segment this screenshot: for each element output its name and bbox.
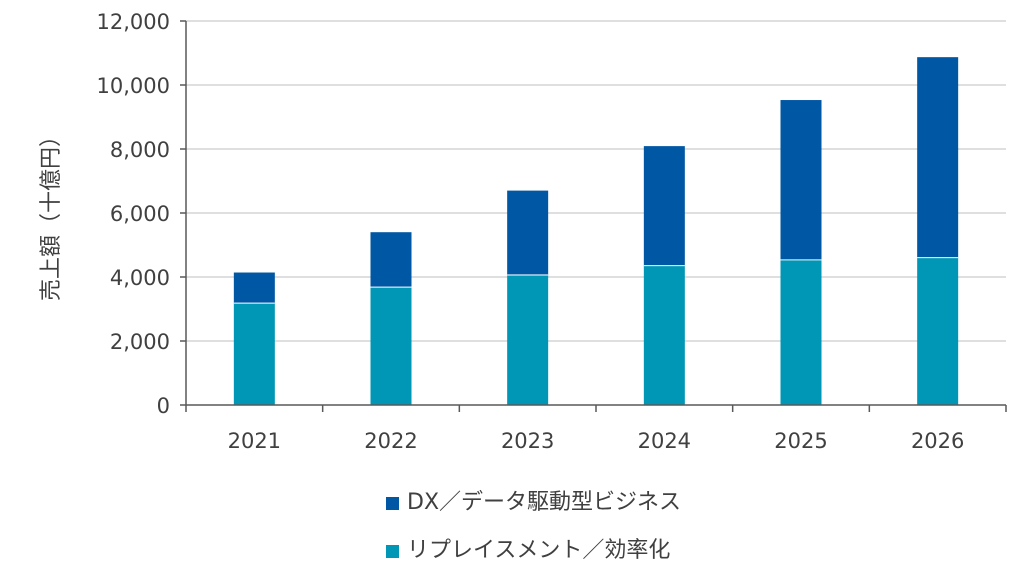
x-tick-label: 2025: [774, 429, 827, 453]
y-tick-label: 2,000: [110, 330, 170, 354]
axes: [180, 20, 1007, 412]
bar-replacement-segment: [917, 257, 959, 405]
y-tick-label: 12,000: [97, 10, 170, 34]
bars: [233, 57, 959, 405]
y-axis-label: 売上額（十億円）: [39, 125, 64, 301]
bar-replacement-segment: [780, 259, 822, 405]
y-tick-label: 0: [157, 394, 170, 418]
bar-replacement-segment: [507, 274, 549, 405]
legend-label: リプレイスメント／効率化: [407, 538, 670, 563]
y-tick-label: 4,000: [110, 266, 170, 290]
bar-replacement-segment: [370, 286, 412, 405]
bar-dx-segment: [370, 232, 412, 287]
bar-dx-segment: [507, 190, 549, 275]
bar-dx-segment: [233, 272, 275, 303]
bar-dx-segment: [643, 146, 685, 266]
bar-replacement-segment: [643, 265, 685, 405]
gridlines: [186, 20, 1006, 342]
legend-label: DX／データ駆動型ビジネス: [407, 490, 681, 515]
x-tick-label: 2023: [501, 429, 554, 453]
y-tick-label: 10,000: [97, 74, 170, 98]
x-tick-label: 2024: [638, 429, 691, 453]
legend-swatch: [386, 545, 399, 558]
y-tick-labels: 0 2,000 4,000 6,000 8,000 10,000 12,000: [97, 10, 170, 418]
x-tick-label: 2021: [228, 429, 281, 453]
y-tick-label: 8,000: [110, 138, 170, 162]
bar-replacement-segment: [233, 302, 275, 405]
x-tick-labels: 2021 2022 2023 2024 2025 2026: [228, 429, 965, 453]
x-tick-label: 2026: [911, 429, 964, 453]
bar-dx-segment: [917, 57, 959, 258]
legend-swatch: [386, 497, 399, 510]
x-tick-label: 2022: [364, 429, 417, 453]
y-tick-label: 6,000: [110, 202, 170, 226]
bar-dx-segment: [780, 100, 822, 260]
